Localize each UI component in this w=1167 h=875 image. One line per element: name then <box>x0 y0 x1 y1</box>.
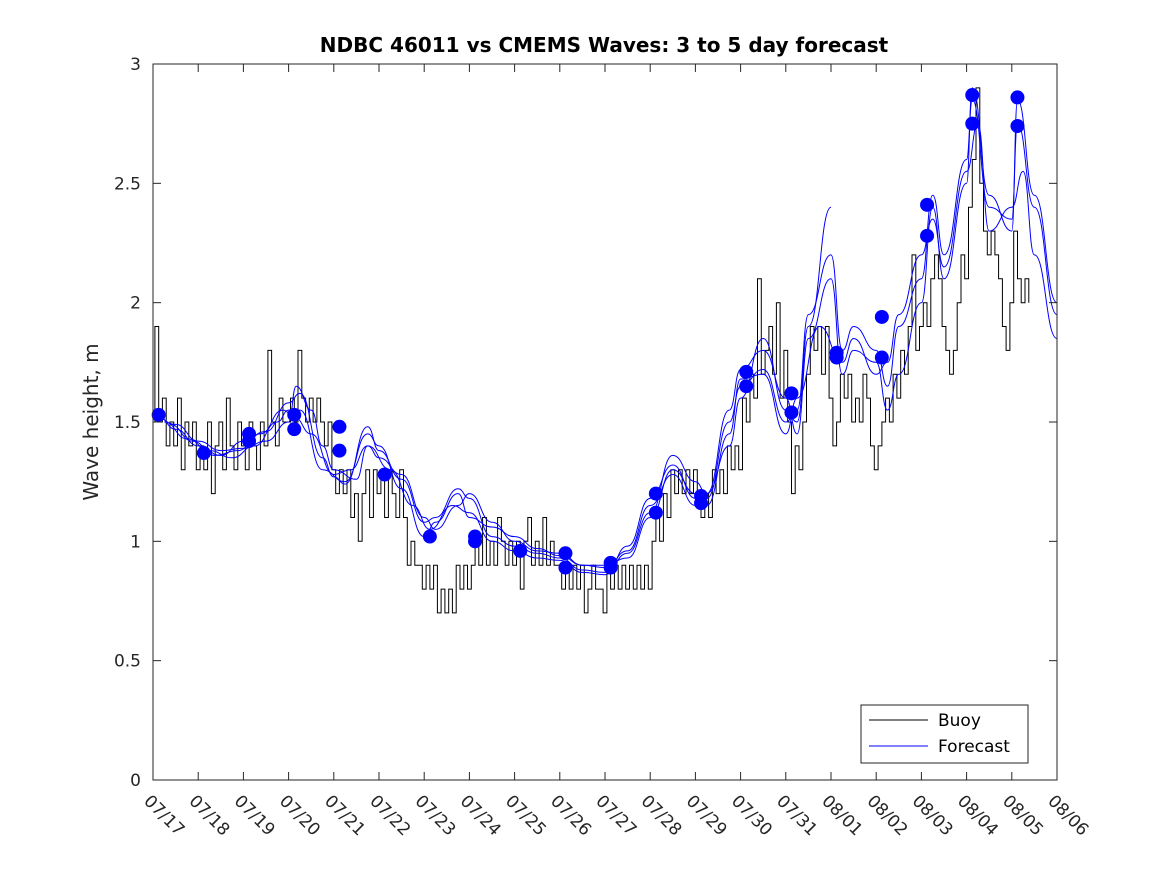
x-tick-label: 07/17 <box>139 791 188 840</box>
forecast-marker <box>1010 119 1025 134</box>
x-tick-label: 07/21 <box>320 791 369 840</box>
y-axis-label: Wave height, m <box>79 343 103 500</box>
forecast-marker <box>558 560 573 575</box>
forecast-marker <box>965 116 980 131</box>
forecast-marker <box>513 543 528 558</box>
x-tick-label: 07/30 <box>727 791 776 840</box>
legend-box <box>860 704 1029 764</box>
x-tick-label: 08/02 <box>863 791 912 840</box>
legend-forecast-label: Forecast <box>938 737 1010 757</box>
x-tick-label: 08/05 <box>998 791 1047 840</box>
y-tick-label: 0.5 <box>114 652 141 672</box>
forecast-marker <box>920 197 935 212</box>
forecast-marker <box>558 546 573 561</box>
x-tick-label: 07/19 <box>230 791 279 840</box>
forecast-marker <box>1010 90 1025 105</box>
forecast-marker <box>784 405 799 420</box>
x-tick-label: 07/23 <box>411 791 460 840</box>
y-tick-label: 2 <box>130 294 141 314</box>
forecast-marker <box>965 88 980 103</box>
forecast-marker <box>332 419 347 434</box>
y-tick-label: 1 <box>130 532 141 552</box>
x-tick-label: 07/18 <box>185 791 234 840</box>
forecast-marker <box>196 446 211 461</box>
forecast-marker <box>784 386 799 401</box>
forecast-marker <box>287 422 302 437</box>
x-tick-label: 08/04 <box>953 791 1002 840</box>
forecast-marker <box>920 228 935 243</box>
x-tick-label: 07/20 <box>275 791 324 840</box>
y-tick-label: 2.5 <box>114 174 141 194</box>
forecast-markers <box>151 88 1025 575</box>
buoy-line <box>153 87 1030 614</box>
forecast-marker <box>377 467 392 482</box>
forecast-marker <box>648 505 663 520</box>
forecast-marker <box>739 379 754 394</box>
buoy-series <box>153 87 1030 614</box>
forecast-marker <box>829 350 844 365</box>
forecast-marker <box>332 443 347 458</box>
forecast-marker <box>694 496 709 511</box>
forecast-line-4 <box>169 123 1057 576</box>
forecast-line-1 <box>153 206 832 566</box>
x-tick-label: 07/28 <box>637 791 686 840</box>
x-tick-label: 07/26 <box>546 791 595 840</box>
x-tick-label: 08/01 <box>817 791 866 840</box>
forecast-marker <box>422 529 437 544</box>
legend: Buoy Forecast <box>860 704 1029 764</box>
x-tick-label: 07/29 <box>682 791 731 840</box>
x-tick-label: 07/24 <box>456 791 505 840</box>
x-tick-label: 07/27 <box>591 791 640 840</box>
forecast-marker <box>242 434 257 449</box>
forecast-marker <box>151 407 166 422</box>
forecast-line-3 <box>164 99 1057 569</box>
forecast-marker <box>603 560 618 575</box>
y-tick-label: 0 <box>130 771 141 791</box>
x-tick-label: 08/03 <box>908 791 957 840</box>
legend-buoy-label: Buoy <box>938 711 981 731</box>
forecast-marker <box>874 350 889 365</box>
forecast-series <box>153 87 1057 576</box>
chart-title: NDBC 46011 vs CMEMS Waves: 3 to 5 day fo… <box>320 33 889 57</box>
forecast-marker <box>874 309 889 324</box>
x-tick-label: 07/22 <box>365 791 414 840</box>
x-tick-label: 08/06 <box>1043 791 1092 840</box>
x-tick-label: 07/31 <box>772 791 821 840</box>
forecast-marker <box>739 364 754 379</box>
y-tick-label: 3 <box>130 55 141 75</box>
forecast-marker <box>287 407 302 422</box>
y-axis: 0 0.5 1 1.5 2 2.5 3 <box>114 55 1057 791</box>
forecast-line-2 <box>158 87 1057 573</box>
forecast-marker <box>468 534 483 549</box>
x-tick-label: 07/25 <box>501 791 550 840</box>
forecast-marker <box>648 486 663 501</box>
y-tick-label: 1.5 <box>114 413 141 433</box>
